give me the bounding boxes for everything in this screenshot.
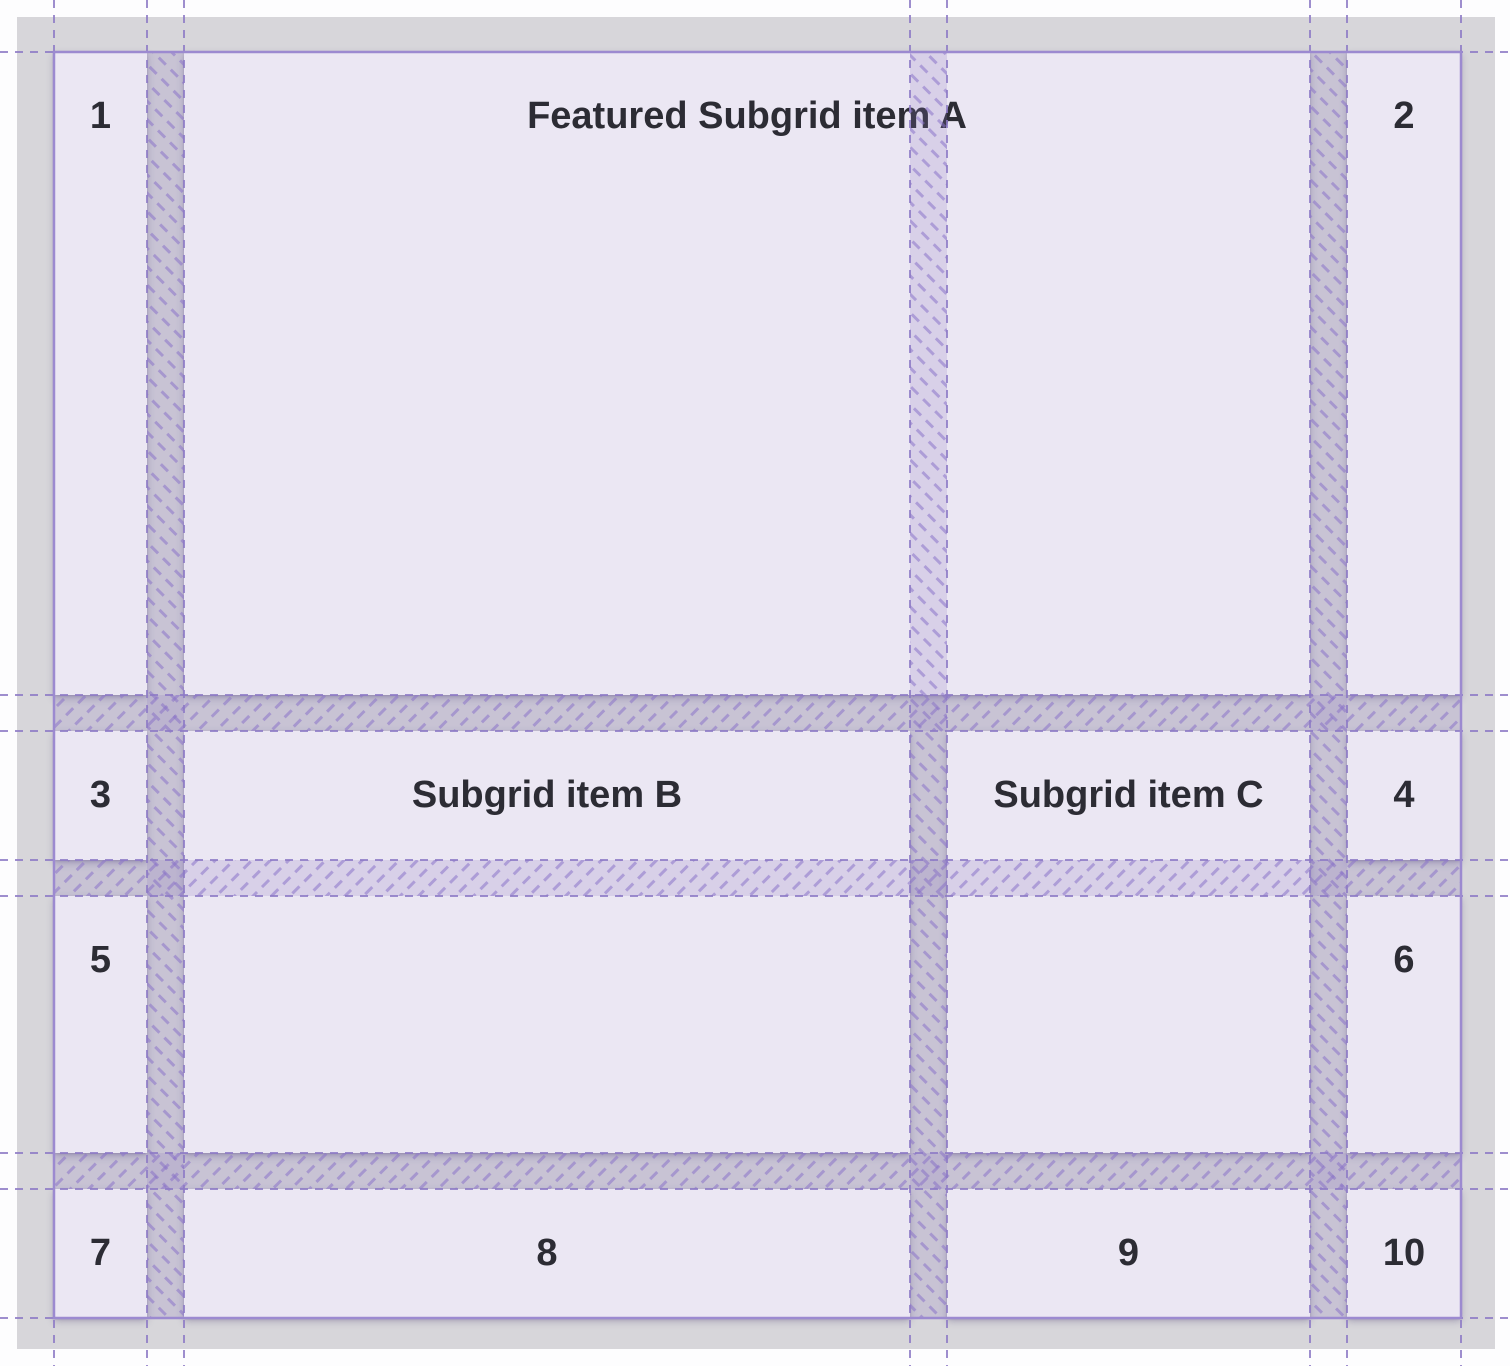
grid-item-3: 3	[54, 731, 147, 860]
grid-item-6: 6	[1347, 896, 1461, 1153]
grid-item-10: 10	[1347, 1189, 1461, 1318]
grid-item-2: 2	[1347, 52, 1461, 695]
featured-subgrid-item-a: Featured Subgrid item A	[184, 52, 1310, 695]
grid-item-9: 9	[947, 1189, 1310, 1318]
subgrid-item-c: Subgrid item C	[947, 731, 1310, 1153]
grid-item-7: 7	[54, 1189, 147, 1318]
grid-item-8: 8	[184, 1189, 910, 1318]
subgrid-item-b: Subgrid item B	[184, 731, 910, 1153]
grid-item-5: 5	[54, 896, 147, 1153]
grid-item-1: 1	[54, 52, 147, 695]
grid-item-4: 4	[1347, 731, 1461, 860]
